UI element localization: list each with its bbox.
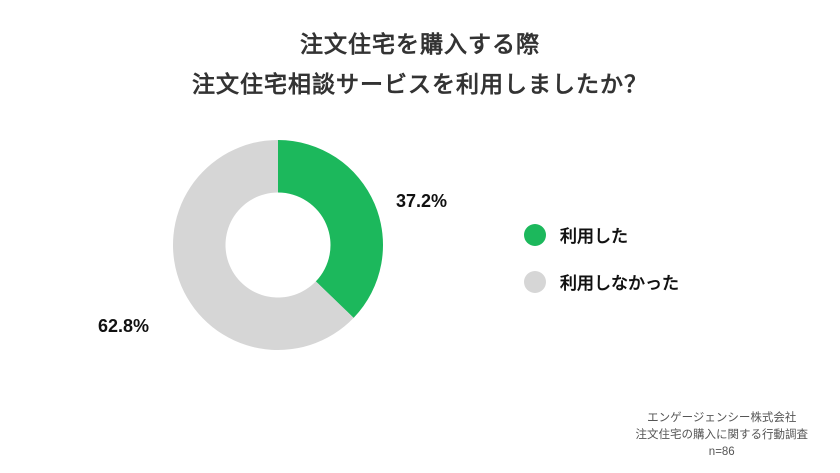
slice-label-used: 37.2%	[396, 191, 448, 211]
source-sample-size: n=86	[708, 446, 735, 458]
donut-slice-0	[278, 140, 383, 318]
legend-label-not-used: 利用しなかった	[560, 274, 679, 293]
legend-item-used: 利用した	[524, 222, 679, 247]
legend-dot-used-icon	[524, 223, 546, 246]
source-survey: 注文住宅の購入に関する行動調査	[635, 429, 809, 441]
chart-title-line1: 注文住宅を購入する際	[300, 31, 540, 57]
donut-chart-area	[168, 135, 388, 355]
legend-item-not-used: 利用しなかった	[524, 269, 679, 294]
source-attribution: エンゲージェンシー株式会社 注文住宅の購入に関する行動調査 n=86	[636, 410, 809, 461]
legend-dot-not-used-icon	[524, 270, 546, 293]
source-company: エンゲージェンシー株式会社	[647, 412, 797, 424]
slice-label-not-used: 62.8%	[98, 316, 150, 336]
donut-slice-1	[173, 140, 354, 350]
chart-title: 注文住宅を購入する際 注文住宅相談サービスを利用しましたか？	[0, 24, 840, 104]
chart-title-line2: 注文住宅相談サービスを利用しましたか？	[192, 71, 648, 97]
donut-chart	[173, 140, 383, 350]
legend-label-used: 利用した	[560, 227, 628, 246]
legend: 利用した 利用しなかった	[524, 222, 679, 294]
